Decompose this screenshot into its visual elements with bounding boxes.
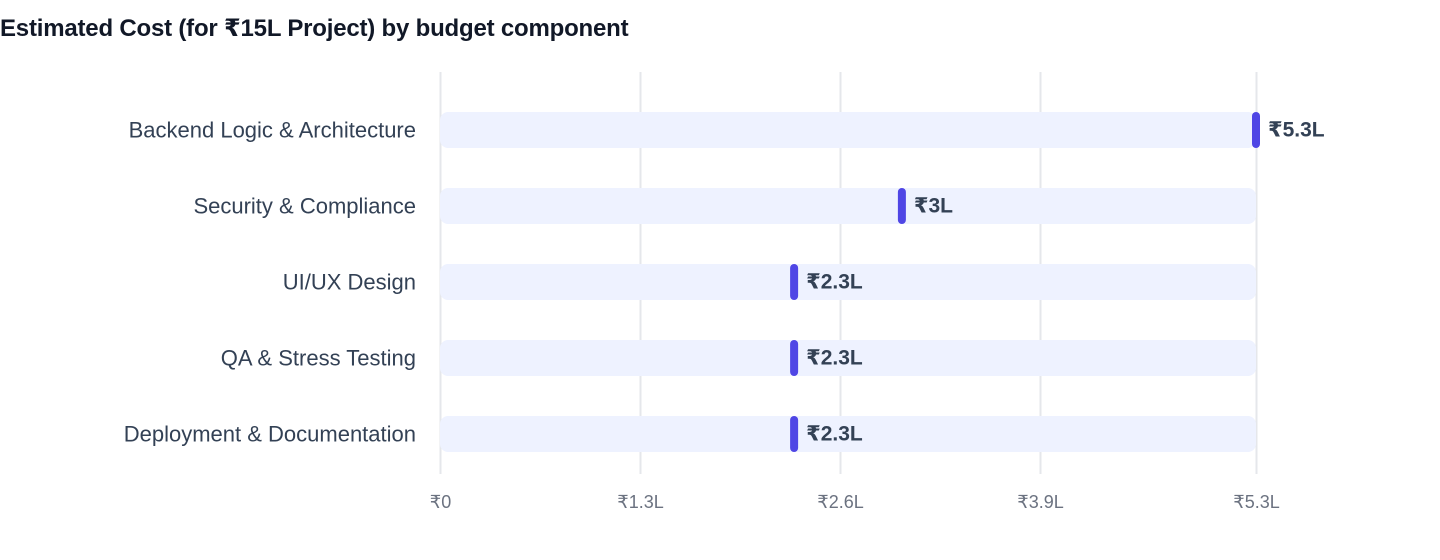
bar-value-marker	[790, 264, 799, 300]
category-labels: Backend Logic & Architecture Security & C…	[124, 118, 416, 447]
value-label: ₹2.3L	[806, 347, 863, 370]
x-tick-label: ₹0	[430, 492, 451, 512]
value-label: ₹3L	[914, 195, 953, 218]
bar-markers	[790, 112, 1260, 452]
bar-track	[440, 416, 1256, 452]
bar-value-marker	[1252, 112, 1260, 148]
bar-track	[440, 264, 1256, 300]
category-label: Deployment & Documentation	[124, 422, 416, 447]
category-label: Backend Logic & Architecture	[129, 118, 416, 143]
category-label: UI/UX Design	[283, 270, 416, 295]
x-tick-label: ₹5.3L	[1233, 492, 1280, 512]
value-label: ₹2.3L	[806, 271, 863, 294]
bar-track	[440, 112, 1256, 148]
bar-track	[440, 188, 1256, 224]
bar-track	[440, 340, 1256, 376]
bar-value-marker	[790, 416, 799, 452]
category-label: QA & Stress Testing	[221, 346, 416, 371]
x-tick-label: ₹3.9L	[1017, 492, 1064, 512]
category-label: Security & Compliance	[193, 194, 416, 219]
value-label: ₹5.3L	[1268, 119, 1325, 142]
x-tick-label: ₹1.3L	[617, 492, 664, 512]
value-labels: ₹5.3L ₹3L ₹2.3L ₹2.3L ₹2.3L	[806, 119, 1325, 446]
x-axis-ticks: ₹0 ₹1.3L ₹2.6L ₹3.9L ₹5.3L	[430, 492, 1280, 512]
value-label: ₹2.3L	[806, 423, 863, 446]
bar-value-marker	[790, 340, 799, 376]
x-tick-label: ₹2.6L	[817, 492, 864, 512]
bar-tracks	[440, 112, 1256, 452]
bar-value-marker	[897, 188, 906, 224]
chart-title: Estimated Cost (for ₹15L Project) by bud…	[0, 15, 629, 42]
